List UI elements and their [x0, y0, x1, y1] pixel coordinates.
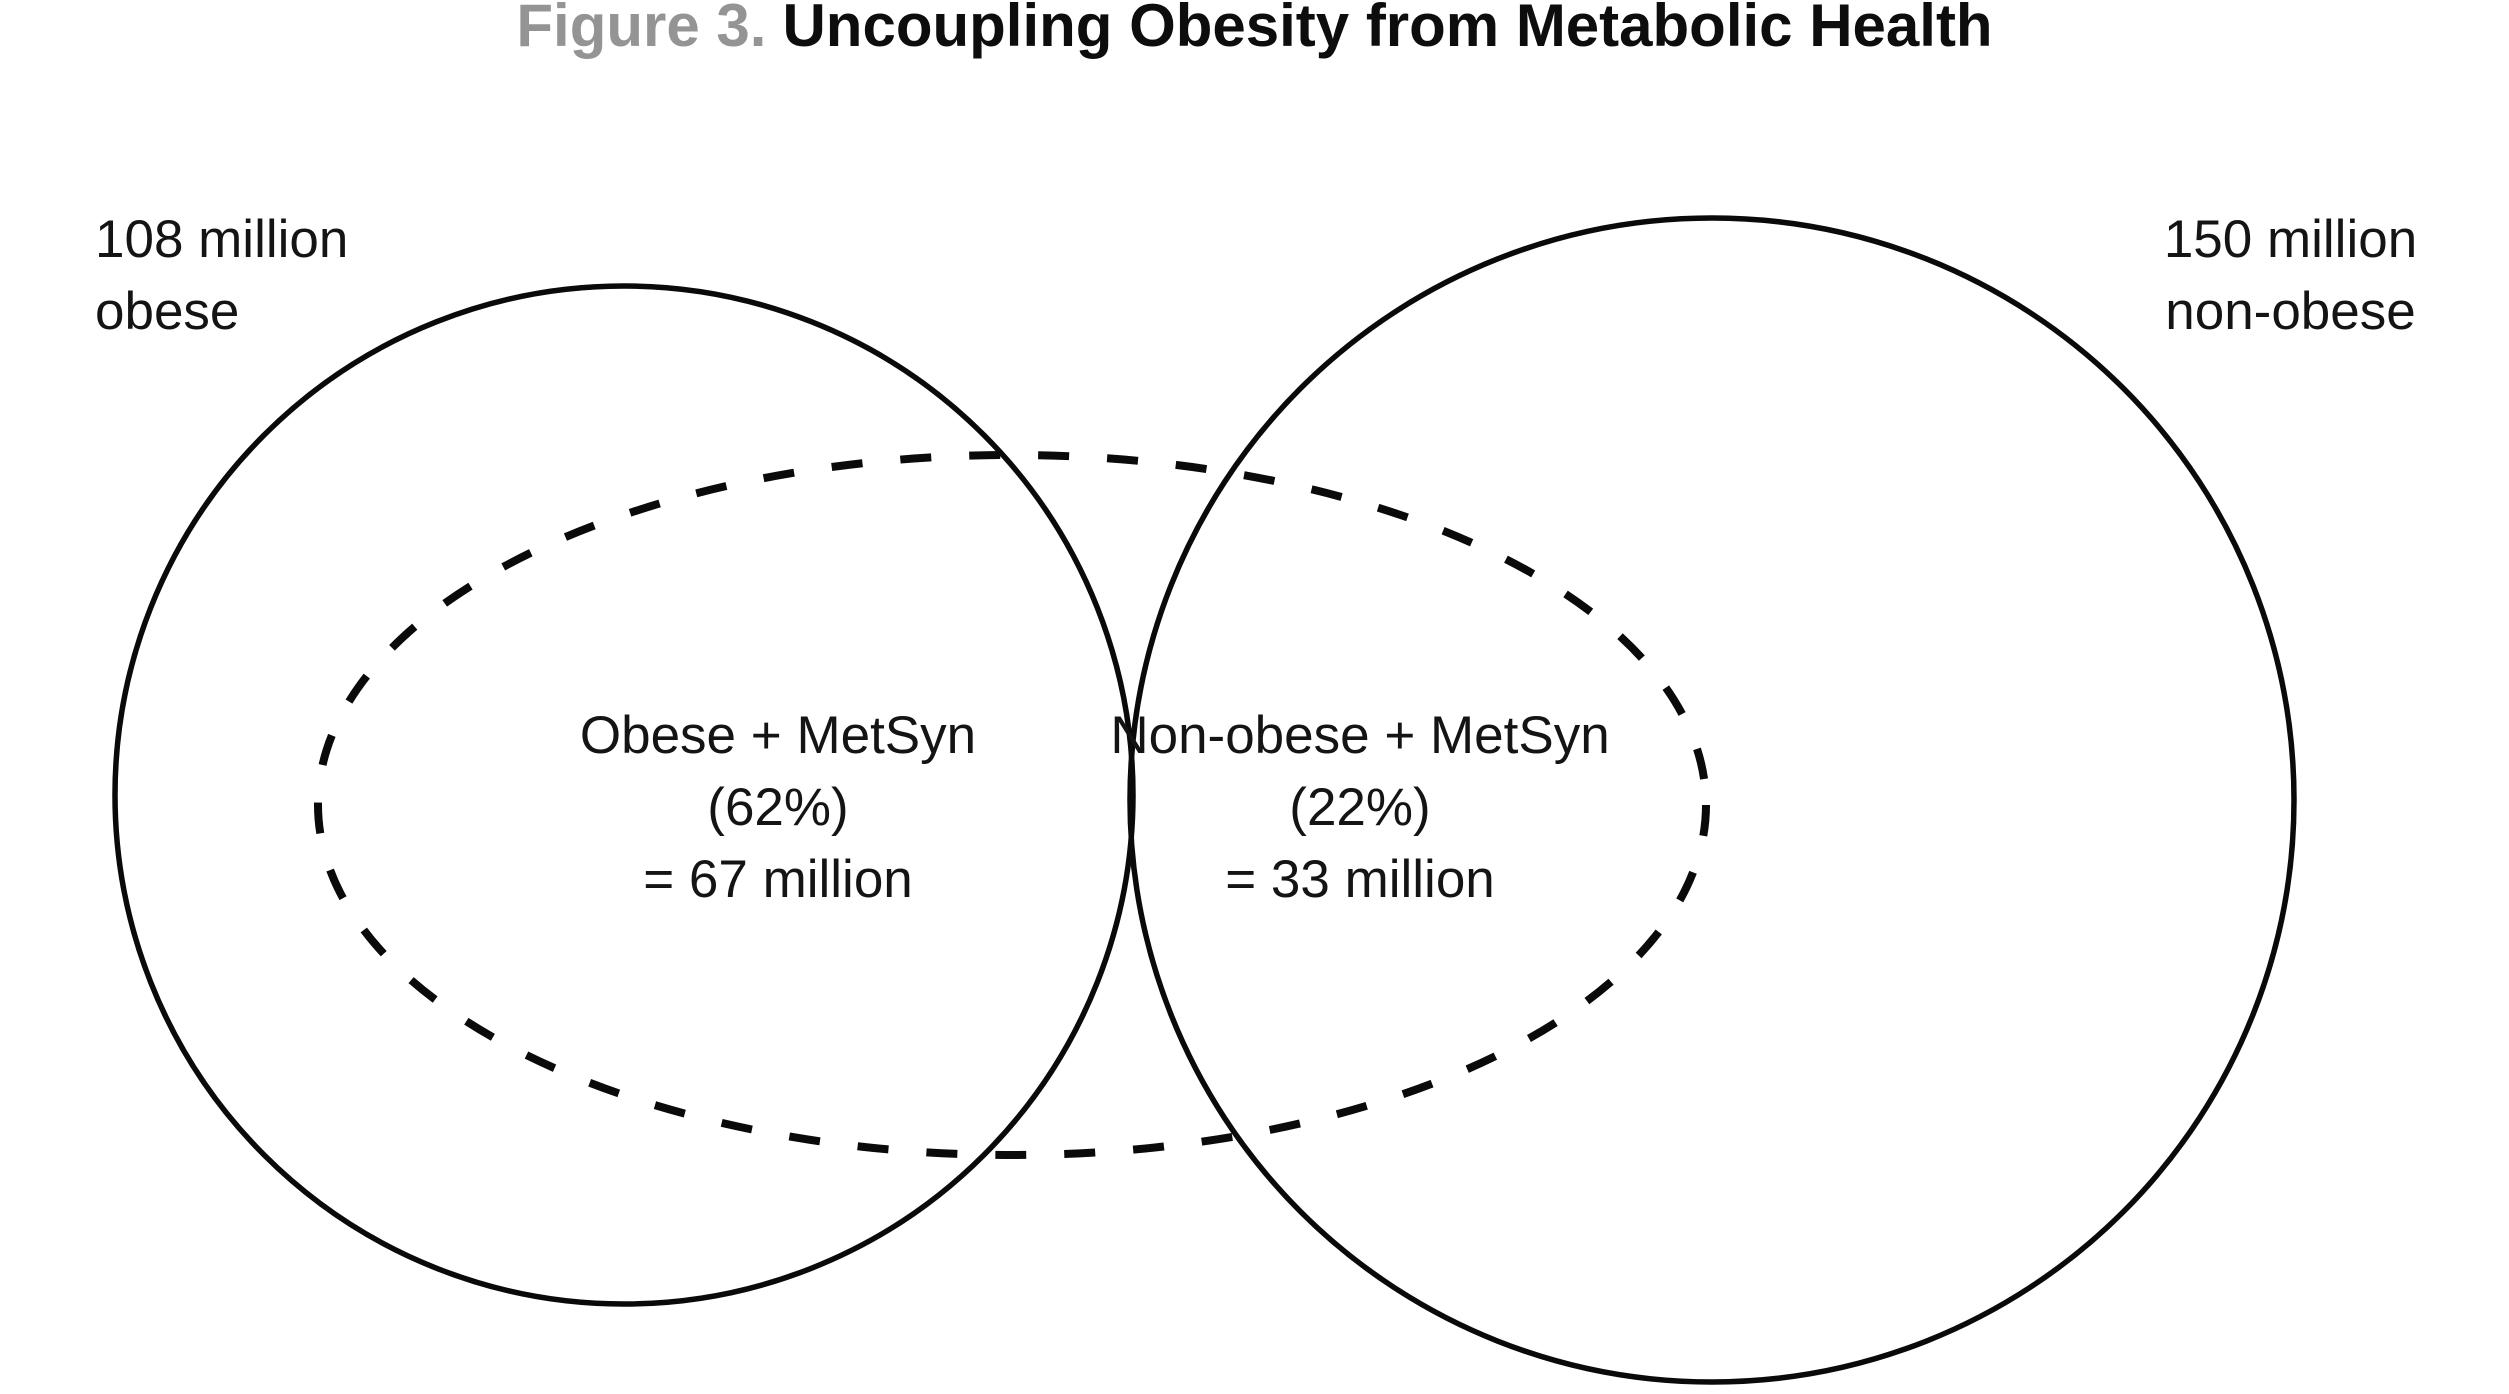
metsyn-left-percent: (62%): [707, 778, 849, 837]
metsyn-left-count: = 67 million: [643, 850, 913, 909]
figure-number-label: Figure 3.: [516, 0, 767, 59]
figure-title-text: Uncoupling Obesity from Metabolic Health: [782, 0, 1993, 59]
metsyn-right-percent: (22%): [1289, 778, 1431, 837]
left-circle-label-category: obese: [95, 282, 240, 341]
non-obese-circle: [1127, 215, 2297, 1385]
metsyn-left-region-label: Obese + MetSyn (62%) = 67 million: [580, 700, 976, 916]
metsyn-dashed-ellipse: [314, 451, 1710, 1159]
figure-title: Figure 3. Uncoupling Obesity from Metabol…: [0, 0, 2509, 58]
right-circle-label-count: 150 million: [2163, 210, 2418, 269]
left-circle-label: 108 million obese: [95, 204, 348, 348]
right-circle-label-category: non-obese: [2165, 282, 2416, 341]
left-circle-label-count: 108 million: [95, 210, 349, 269]
metsyn-left-title: Obese + MetSyn: [579, 706, 977, 765]
obese-circle: [112, 283, 1136, 1307]
metsyn-right-region-label: Non-obese + MetSyn (22%) = 33 million: [1110, 700, 1609, 916]
metsyn-right-count: = 33 million: [1225, 850, 1495, 909]
metsyn-right-title: Non-obese + MetSyn: [1110, 706, 1610, 765]
right-circle-label: 150 million non-obese: [2148, 204, 2433, 348]
